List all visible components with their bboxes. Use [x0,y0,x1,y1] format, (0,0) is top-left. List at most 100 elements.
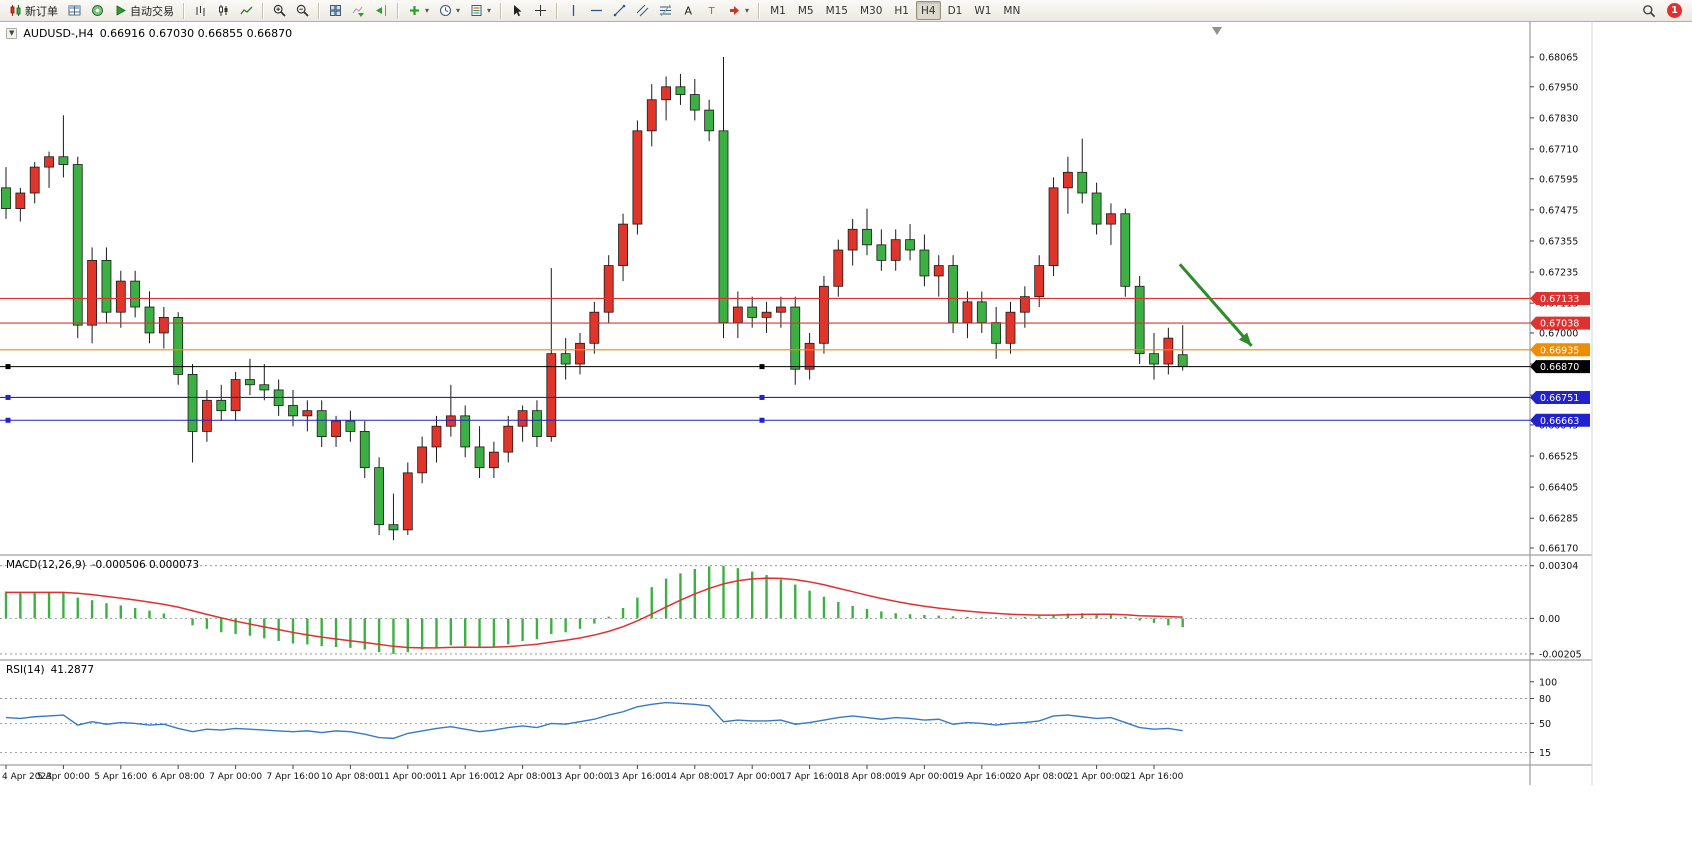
support-line-2[interactable] [0,417,1530,423]
line-handle [759,364,765,370]
candle-body [847,228,858,251]
fibonacci-button[interactable] [655,1,676,20]
templates-button[interactable]: ▾ [466,1,495,20]
candle-body [948,265,958,323]
search-button[interactable] [1638,1,1660,20]
candle-body [44,156,54,168]
periods-button[interactable]: ▾ [435,1,464,20]
line-handle [5,394,11,400]
timeframe-button-h4[interactable]: H4 [915,1,941,20]
candlestick-chart-button[interactable] [213,1,234,20]
candle-body [976,301,987,323]
timeframe-button-w1[interactable]: W1 [969,1,996,20]
vertical-line-button[interactable] [563,1,584,20]
timeframe-button-m1[interactable]: M1 [765,1,791,20]
timeframe-button-m5[interactable]: M5 [793,1,819,20]
svg-text:0.66170: 0.66170 [1539,544,1578,555]
timeframe-button-mn[interactable]: MN [998,1,1025,20]
chart-shift-marker[interactable] [1212,27,1222,35]
candle-body [460,415,471,448]
svg-text:19 Apr 00:00: 19 Apr 00:00 [895,772,954,782]
candle-body [488,451,499,469]
candle-body [833,249,844,287]
candle-body [1106,213,1116,225]
svg-text:0.67475: 0.67475 [1539,205,1578,216]
candle-body [905,239,915,251]
svg-text:0.67133: 0.67133 [1540,294,1579,305]
cursor-button[interactable] [507,1,528,20]
svg-text:0.67355: 0.67355 [1539,236,1578,247]
svg-text:0.66525: 0.66525 [1539,452,1578,463]
bar-chart-button[interactable] [190,1,211,20]
timeframe-button-m15[interactable]: M15 [821,1,853,20]
candle-body [1120,213,1131,287]
timeframe-button-h1[interactable]: H1 [889,1,914,20]
candle-body [58,156,69,165]
candle-body [331,420,341,437]
market-watch-button[interactable] [64,1,85,20]
svg-text:18 Apr 08:00: 18 Apr 08:00 [838,772,897,782]
auto-trading-button-label: 自动交易 [130,4,174,18]
chevron-down-icon: ▾ [487,6,492,15]
candle-body [517,410,528,427]
svg-text:17 Apr 16:00: 17 Apr 16:00 [780,772,839,782]
symbol-dropdown-icon[interactable]: ▼ [6,28,18,39]
current-price-line[interactable] [0,364,1530,370]
text-button[interactable]: A [678,1,699,20]
arrows-button[interactable]: ▾ [724,1,753,20]
data-window-button[interactable] [87,1,108,20]
timeframe-button-m30[interactable]: M30 [855,1,887,20]
macd-values: -0.000506 0.000073 [91,559,200,571]
candle-body [1163,337,1174,365]
toolbar-separator [262,2,264,19]
svg-text:19 Apr 16:00: 19 Apr 16:00 [952,772,1011,782]
auto-scroll-button[interactable] [348,1,369,20]
svg-text:0.66935: 0.66935 [1540,345,1579,356]
resistance-line-1-price-tag: 0.67133 [1530,291,1590,305]
svg-text:7 Apr 00:00: 7 Apr 00:00 [209,772,262,782]
trendline-button[interactable] [609,1,630,20]
macd-header: MACD(12,26,9) -0.000506 0.000073 [6,559,199,571]
svg-text:0.67710: 0.67710 [1539,144,1578,155]
svg-text:11 Apr 16:00: 11 Apr 16:00 [436,772,495,782]
horizontal-line-button[interactable] [586,1,607,20]
line-handle [759,417,765,423]
chart-shift-button[interactable] [371,1,392,20]
candle-body [1019,296,1030,313]
svg-text:4 Apr 2023: 4 Apr 2023 [2,772,52,782]
channel-button[interactable] [632,1,653,20]
crosshair-button[interactable] [530,1,551,20]
timeframe-button-d1[interactable]: D1 [943,1,968,20]
zoom-in-button[interactable] [269,1,290,20]
svg-text:0.67038: 0.67038 [1540,319,1579,330]
candle-body [589,311,600,344]
line-chart-button[interactable] [236,1,257,20]
chart-symbol-header: ▼ AUDUSD-,H4 0.66916 0.67030 0.66855 0.6… [6,27,292,40]
candle-body [374,467,385,526]
svg-text:0.66870: 0.66870 [1540,362,1579,373]
svg-text:0.68065: 0.68065 [1539,52,1578,63]
svg-text:0.66751: 0.66751 [1540,393,1579,404]
chevron-down-icon: ▾ [425,6,430,15]
indicators-button[interactable]: ▾ [404,1,433,20]
macd-title: MACD(12,26,9) [6,559,86,571]
auto-trading-button[interactable]: 自动交易 [110,1,178,20]
candle-body [288,405,298,417]
candle-body [245,379,255,386]
notifications-badge[interactable]: 1 [1667,3,1682,18]
trend-arrow[interactable] [1178,263,1253,347]
new-order-button[interactable]: 新订单 [5,1,62,20]
zoom-out-button[interactable] [292,1,313,20]
candle-body [101,259,112,313]
support-line-1[interactable] [0,394,1530,400]
candle-body [173,316,184,375]
candle-body [29,166,40,194]
label-button[interactable]: T [701,1,722,20]
candle-body [1005,311,1016,344]
tile-windows-button[interactable] [325,1,346,20]
candle-body [158,316,169,334]
candle-body [1149,353,1159,365]
svg-text:T: T [708,6,716,17]
